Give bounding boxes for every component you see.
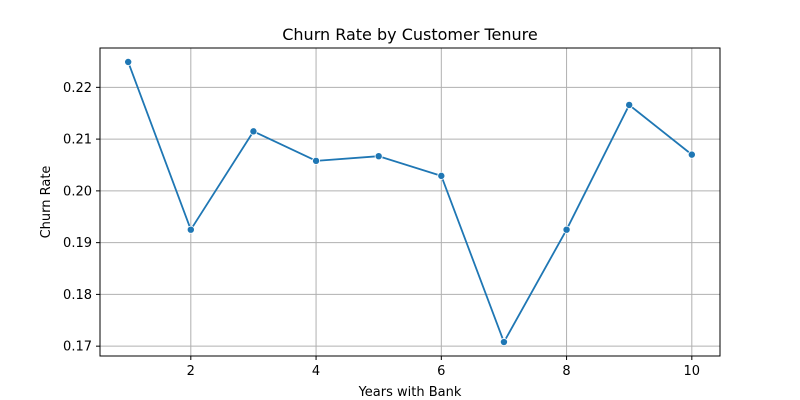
x-tick-label: 2	[187, 364, 195, 379]
x-tick-label: 6	[437, 364, 445, 379]
data-point	[124, 57, 133, 66]
y-tick-label: 0.19	[63, 236, 92, 251]
data-point	[312, 156, 321, 165]
y-tick-label: 0.21	[63, 133, 92, 148]
x-tick-label: 4	[312, 364, 320, 379]
tick-layer: 2 4 6 8 10 0.17 0.18 0.19 0.20 0.21 0.22	[63, 81, 700, 379]
data-point	[625, 100, 634, 109]
data-point	[562, 225, 571, 234]
axes-frame	[99, 47, 721, 357]
y-axis-label: Churn Rate	[39, 166, 54, 239]
y-tick-label: 0.20	[63, 184, 92, 199]
y-tick-label: 0.17	[63, 340, 92, 355]
y-tick-label: 0.22	[63, 81, 92, 96]
x-tick-label: 10	[684, 364, 701, 379]
data-point	[374, 152, 383, 161]
data-point	[437, 171, 446, 180]
series-line	[127, 61, 693, 343]
data-point	[687, 150, 696, 159]
series-layer	[124, 57, 696, 347]
data-point	[499, 338, 508, 347]
grid-lines	[100, 48, 720, 356]
x-axis-label: Years with Bank	[358, 385, 462, 400]
data-point	[249, 127, 258, 136]
y-tick-label: 0.18	[63, 288, 92, 303]
chart-title: Churn Rate by Customer Tenure	[282, 25, 538, 44]
data-point	[186, 225, 195, 234]
x-tick-label: 8	[562, 364, 570, 379]
